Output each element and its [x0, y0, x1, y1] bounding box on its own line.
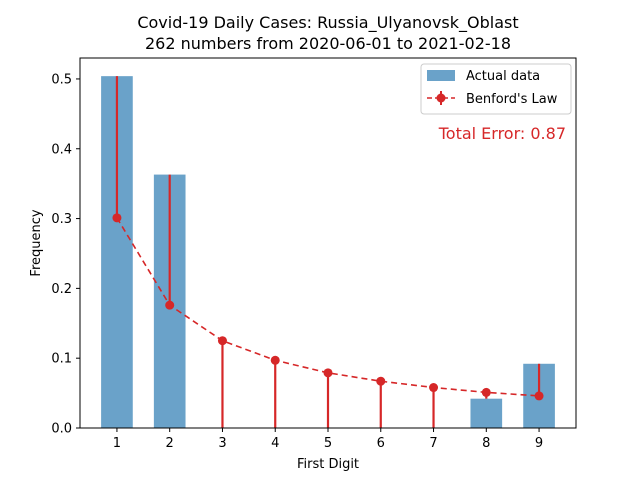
x-tick-label: 3	[218, 436, 226, 451]
benford-point-digit-1	[112, 213, 122, 223]
benford-line	[116, 217, 540, 397]
benford-point-digit-8	[481, 387, 491, 397]
y-tick-label: 0.1	[51, 352, 72, 367]
x-tick-label: 7	[429, 436, 437, 451]
chart-title-line-2: 262 numbers from 2020-06-01 to 2021-02-1…	[145, 34, 511, 53]
benford-point-digit-7	[429, 383, 439, 393]
legend-benford-marker	[436, 93, 446, 103]
y-tick-label: 0.0	[51, 422, 72, 437]
total-error-annotation: Total Error: 0.87	[438, 124, 566, 143]
x-tick-label: 6	[377, 436, 385, 451]
legend-actual-label: Actual data	[466, 69, 540, 84]
x-tick-label: 2	[166, 436, 174, 451]
y-axis-label: Frequency	[29, 209, 44, 276]
benford-point-digit-4	[270, 355, 280, 365]
benford-line-group	[116, 217, 540, 397]
legend: Actual data Benford's Law	[420, 63, 572, 115]
benford-point-digit-9	[534, 391, 544, 401]
benford-point-digit-6	[376, 376, 386, 386]
legend-actual-swatch	[427, 70, 455, 81]
legend-box	[420, 63, 572, 115]
bar-digit-8	[470, 398, 503, 428]
x-tick-label: 4	[271, 436, 279, 451]
benford-point-digit-2	[165, 300, 175, 310]
y-tick-label: 0.5	[51, 72, 72, 87]
benford-points-group	[112, 213, 544, 401]
legend-benford-label: Benford's Law	[466, 92, 558, 107]
x-tick-label: 8	[482, 436, 490, 451]
x-tick-label: 1	[113, 436, 121, 451]
y-tick-label: 0.4	[51, 142, 72, 157]
x-axis-ticks: 1 2 3 4 5 6 7 8 9	[113, 428, 543, 451]
x-tick-label: 5	[324, 436, 332, 451]
y-tick-label: 0.3	[51, 212, 72, 227]
x-tick-label: 9	[535, 436, 543, 451]
y-tick-label: 0.2	[51, 282, 72, 297]
errorbars-group	[115, 76, 541, 428]
benford-point-digit-5	[323, 368, 333, 378]
x-axis-label: First Digit	[297, 457, 359, 472]
y-axis-ticks: 0.0 0.1 0.2 0.3 0.4 0.5	[51, 72, 80, 437]
chart-title-line-1: Covid-19 Daily Cases: Russia_Ulyanovsk_O…	[137, 13, 518, 33]
benford-point-digit-3	[217, 336, 227, 346]
